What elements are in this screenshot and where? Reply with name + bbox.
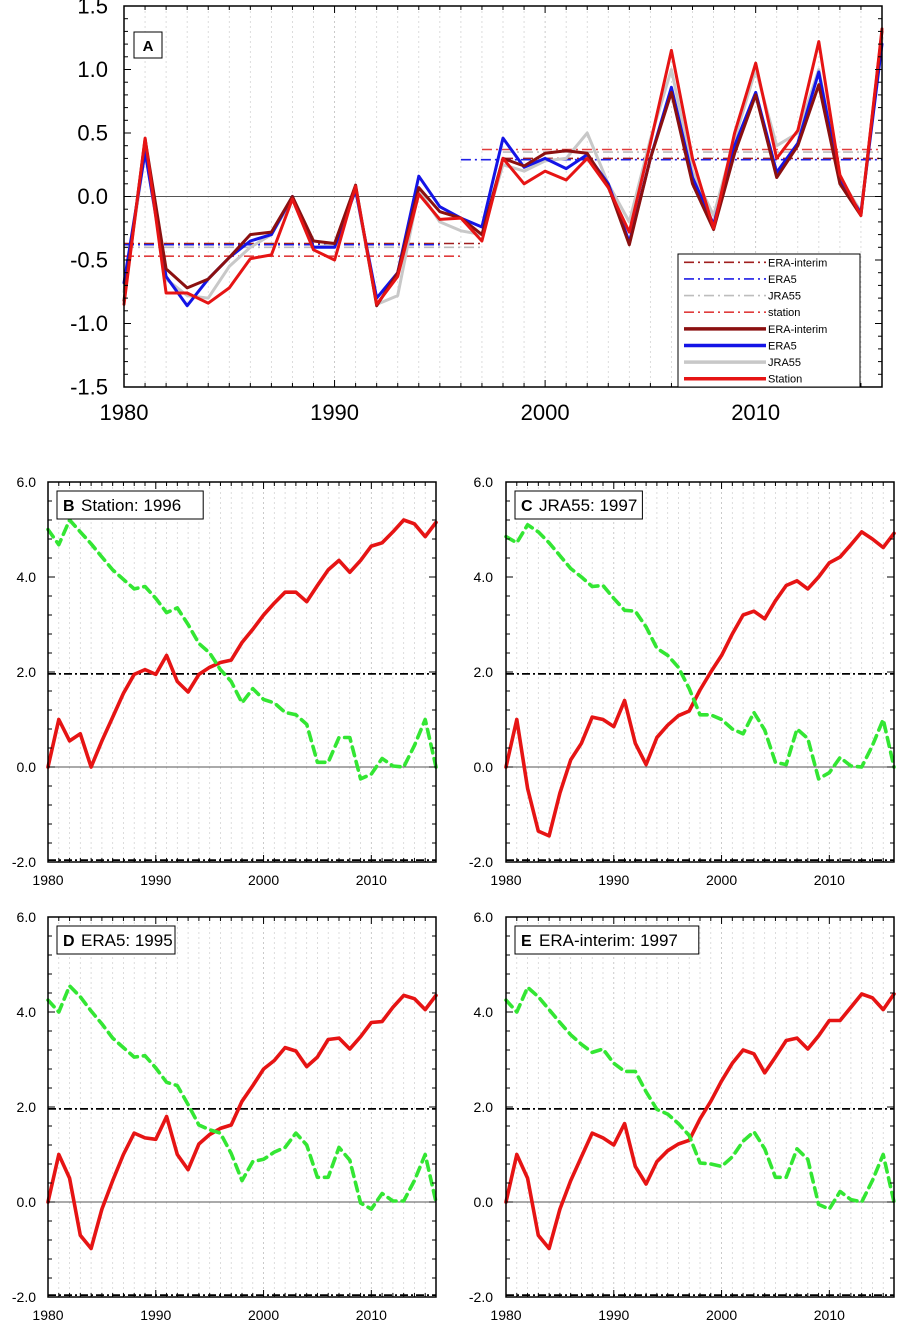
panel-letter: A [143,38,154,55]
legend-label: ERA-interim [768,257,827,269]
legend-box [677,253,861,388]
y-tick-label: 6.0 [474,909,494,925]
x-tick-label: 2000 [706,872,737,888]
y-tick-label: -2.0 [469,1289,493,1305]
series-line-uf-forward- [46,993,438,1251]
series-line-uf-forward- [504,992,896,1251]
legend: ERA-interim ERA5 JRA55 station ERA-interim ER… [677,253,861,388]
series-line-ub-backward- [504,522,896,781]
x-tick-label: 1980 [490,1307,521,1323]
panel-label-box [56,925,176,955]
panel-a: 1980 1990 2000 2010 -1.5 -1.0 -0.5 0.0 0.5 1.0 1.5… [70,0,884,425]
x-tick-label: 1990 [310,400,359,425]
y-tick-label: 2.0 [17,664,37,680]
x-tick-label: 1990 [140,872,171,888]
panel-d: 1980 1990 2000 2010 -2.0 0.0 2.0 4.0 6.0 D ERA5: 1… [12,909,438,1323]
x-tick-label: 2010 [356,1307,387,1323]
x-tick-label: 1980 [32,1307,63,1323]
y-tick-label: 4.0 [17,1004,37,1020]
panel-title: JRA55: 1997 [539,496,637,515]
panel-label-box [514,490,643,520]
panel-label-box [56,490,204,520]
y-tick-label: 2.0 [17,1099,37,1115]
series-line-ub-backward- [504,985,896,1211]
y-tick-label: 2.0 [474,1099,494,1115]
y-tick-label: 1.0 [77,57,108,82]
panel-title: ERA5: 1995 [81,931,173,950]
y-tick-label: 0.0 [17,759,37,775]
x-tick-label: 1990 [140,1307,171,1323]
x-tick-label: 1990 [598,1307,629,1323]
x-tick-label: 2010 [814,872,845,888]
series-line-ub-backward- [46,518,438,781]
x-tick-label: 2010 [731,400,780,425]
panel-b: 1980 1990 2000 2010 -2.0 0.0 2.0 4.0 6.0 B Station… [12,474,438,888]
legend-label: ERA-interim [768,324,827,336]
x-tick-label: 2010 [814,1307,845,1323]
y-tick-label: 4.0 [474,569,494,585]
x-tick-label: 1980 [32,872,63,888]
y-tick-label: 1.5 [77,0,108,19]
series-line-era5 [122,42,884,308]
y-tick-label: 6.0 [474,474,494,490]
panel-letter: E [521,933,532,950]
y-tick-label: 0.0 [474,1194,494,1210]
y-tick-label: 0.0 [474,759,494,775]
y-tick-label: -2.0 [12,854,36,870]
y-tick-label: -2.0 [12,1289,36,1305]
x-tick-label: 1980 [100,400,149,425]
x-tick-label: 2000 [248,872,279,888]
panel-label-box [133,31,163,59]
panel-title: ERA-interim: 1997 [539,931,678,950]
x-tick-label: 2000 [706,1307,737,1323]
legend-label: JRA55 [768,357,801,369]
y-tick-label: 4.0 [474,1004,494,1020]
y-tick-label: 0.0 [77,184,108,209]
series-line-ub-backward- [46,984,438,1211]
x-tick-label: 2000 [521,400,570,425]
y-tick-label: 2.0 [474,664,494,680]
panel-c: 1980 1990 2000 2010 -2.0 0.0 2.0 4.0 6.0 C JRA55: … [469,474,896,888]
panel-label-box [514,925,700,955]
y-tick-label: 0.0 [17,1194,37,1210]
series-line-uf-forward- [46,518,438,769]
panel-letter: B [63,498,75,515]
x-tick-label: 2000 [248,1307,279,1323]
y-tick-label: -1.5 [70,375,108,400]
y-tick-label: 6.0 [17,909,37,925]
panel-title: Station: 1996 [81,496,181,515]
y-tick-label: -1.0 [70,311,108,336]
legend-label: ERA5 [768,340,797,352]
y-tick-label: -2.0 [469,854,493,870]
series-line-station [122,27,884,306]
legend-label: JRA55 [768,291,801,303]
x-tick-label: 1990 [598,872,629,888]
legend-label: Station [768,374,802,386]
legend-label: station [768,307,800,319]
y-tick-label: -0.5 [70,248,108,273]
y-tick-label: 0.5 [77,121,108,146]
legend-label: ERA5 [768,274,797,286]
x-tick-label: 2010 [356,872,387,888]
panel-letter: C [521,498,533,515]
series-line-uf-forward- [504,530,896,838]
y-tick-label: 4.0 [17,569,37,585]
y-tick-label: 6.0 [17,474,37,490]
panel-e: 1980 1990 2000 2010 -2.0 0.0 2.0 4.0 6.0 E ERA-int… [469,909,896,1323]
x-tick-label: 1980 [490,872,521,888]
panel-letter: D [63,933,75,950]
